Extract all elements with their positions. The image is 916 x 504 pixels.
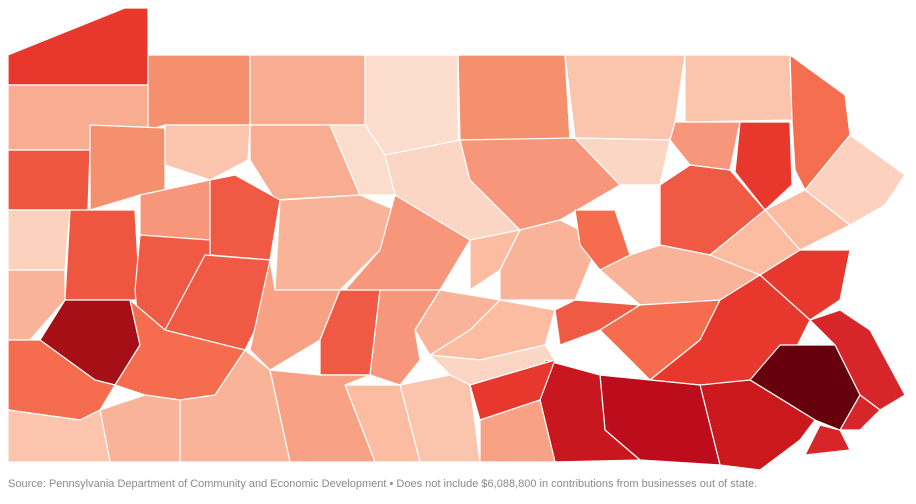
county <box>457 54 571 141</box>
source-note: Source: Pennsylvania Department of Commu… <box>8 478 758 490</box>
county <box>479 399 556 463</box>
county <box>364 54 459 156</box>
county <box>564 54 686 141</box>
county <box>7 269 66 341</box>
county <box>164 124 251 181</box>
county <box>249 54 366 126</box>
county <box>734 121 793 211</box>
choropleth-map <box>7 7 906 471</box>
county <box>64 209 141 301</box>
county <box>684 54 793 123</box>
county <box>7 7 149 86</box>
county <box>839 394 881 431</box>
county <box>669 121 741 171</box>
county <box>804 424 851 456</box>
county <box>7 149 91 211</box>
county <box>7 409 111 463</box>
county <box>147 54 251 131</box>
county <box>99 394 181 463</box>
county <box>7 209 71 271</box>
